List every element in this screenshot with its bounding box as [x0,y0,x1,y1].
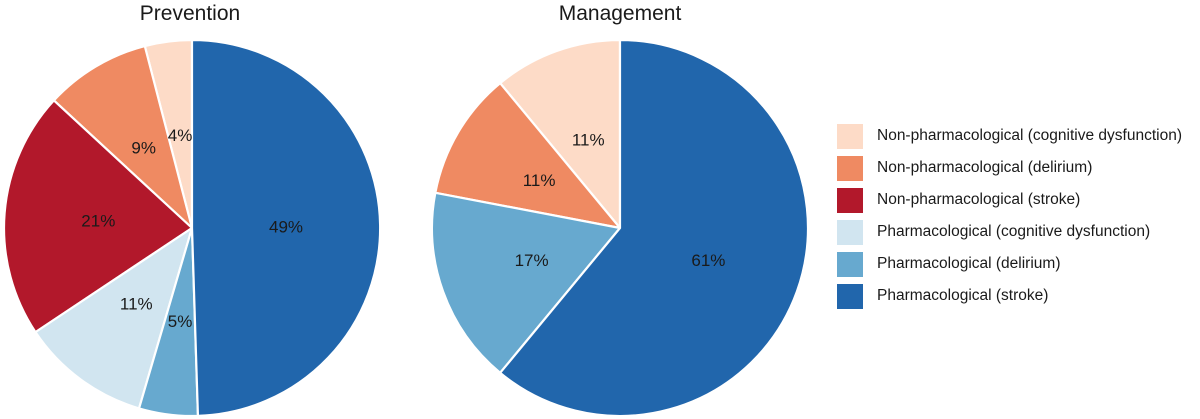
pie-pct-label-management-3: 61% [691,251,725,270]
pie-pct-label-prevention-5: 49% [269,217,303,236]
legend-swatch-icon [837,219,863,245]
pie-slice-prevention-2 [2,99,194,334]
pie-pct-label-prevention-2: 21% [81,212,115,231]
legend-item-label: Non-pharmacological (cognitive dysfuncti… [877,127,1182,144]
pie-slice-management-1 [434,82,622,230]
legend-item-label: Non-pharmacological (delirium) [877,159,1093,176]
pie-pct-label-prevention-3: 11% [120,295,153,314]
legend-item-0: Non-pharmacological (cognitive dysfuncti… [837,120,1182,152]
legend-item-4: Pharmacological (delirium) [837,248,1182,280]
legend-item-2: Non-pharmacological (stroke) [837,184,1182,216]
legend-item-5: Pharmacological (stroke) [837,280,1182,312]
pie-pct-label-management-0: 11% [572,131,605,150]
legend-swatch-icon [837,123,863,149]
legend-item-label: Non-pharmacological (stroke) [877,191,1081,208]
legend-item-1: Non-pharmacological (delirium) [837,152,1182,184]
pie-slice-prevention-3 [34,226,194,410]
pie-pct-label-management-1: 11% [523,171,556,190]
legend-swatch-icon [837,283,863,309]
legend-item-label: Pharmacological (cognitive dysfunction) [877,223,1151,240]
legend-swatch-icon [837,251,863,277]
chart-title-management: Management [558,2,682,25]
pie-slice-prevention-1 [52,44,194,230]
pie-slice-management-0 [499,38,622,230]
legend-item-label: Pharmacological (stroke) [877,287,1049,304]
legend-swatch-icon [837,187,863,213]
chart-title-prevention: Prevention [139,2,241,25]
legend: Non-pharmacological (cognitive dysfuncti… [837,120,1182,312]
legend-swatch-icon [837,155,863,181]
pie-pct-label-prevention-4: 5% [168,312,193,331]
pie-pct-label-management-2: 17% [515,251,549,270]
pie-slice-management-3 [499,38,810,418]
pie-slice-management-2 [430,191,622,374]
pie-slice-prevention-5 [190,38,382,418]
legend-item-label: Pharmacological (delirium) [877,255,1061,272]
pie-pct-label-prevention-0: 4% [168,126,193,145]
pie-pct-label-prevention-1: 9% [131,138,156,157]
legend-item-3: Pharmacological (cognitive dysfunction) [837,216,1182,248]
